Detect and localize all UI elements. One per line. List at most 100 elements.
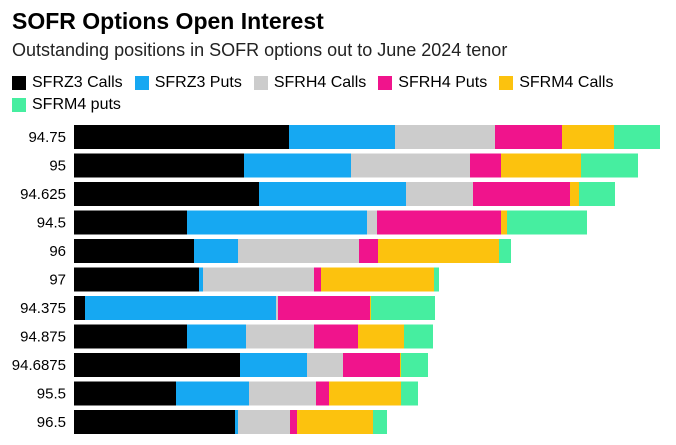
chart-subtitle: Outstanding positions in SOFR options ou… <box>12 40 508 60</box>
bar-segment <box>85 296 276 320</box>
bar-segment <box>74 239 194 263</box>
bar-segment <box>290 410 297 434</box>
legend-swatch <box>12 76 26 90</box>
legend-label: SFRH4 Puts <box>398 74 488 91</box>
bar-segment <box>358 324 404 349</box>
bar-segment <box>74 182 259 206</box>
bar-segment <box>321 267 434 292</box>
bar-segment <box>289 125 395 149</box>
bar-segment <box>351 153 470 178</box>
legend-swatch <box>499 76 514 90</box>
bar-segment <box>501 153 581 178</box>
bar-segment <box>581 153 638 178</box>
bar-segment <box>235 410 238 434</box>
legend-item: SFRH4 Calls <box>253 74 367 92</box>
bar-segment <box>562 125 614 149</box>
bar-segment <box>74 353 240 377</box>
bar-segment <box>473 182 570 206</box>
bar-segment <box>246 324 314 349</box>
bar-segment <box>495 125 562 149</box>
bar-segment <box>176 381 249 406</box>
legend-label: SFRZ3 Calls <box>32 74 123 91</box>
bar-segment <box>74 125 289 149</box>
bar-segment <box>401 381 418 406</box>
bar-segment <box>329 381 401 406</box>
bar-segment <box>238 410 290 434</box>
y-tick-label: 95.5 <box>37 385 66 402</box>
bar-segment <box>401 353 428 377</box>
legend: SFRZ3 Calls SFRZ3 Puts SFRH4 Calls SFRH4 Pu… <box>12 74 672 114</box>
bar-segment <box>377 210 501 235</box>
bar-segment <box>570 182 579 206</box>
bar-segment <box>278 296 370 320</box>
y-tick-label: 94.875 <box>20 328 66 345</box>
bar-segment <box>74 410 235 434</box>
chart-title: SOFR Options Open Interest <box>12 8 324 34</box>
bar-segment <box>249 381 316 406</box>
bar-segment <box>74 324 187 349</box>
legend-label: SFRM4 Calls <box>519 74 614 91</box>
bar-segment <box>395 125 495 149</box>
y-tick-label: 94.75 <box>28 129 66 146</box>
legend-item: SFRZ3 Calls <box>12 74 123 92</box>
y-tick-label: 96.5 <box>37 414 66 431</box>
bar-segment <box>297 410 373 434</box>
legend-label: SFRZ3 Puts <box>154 74 242 91</box>
bar-segment <box>404 324 433 349</box>
y-tick-label: 94.625 <box>20 186 66 203</box>
bar-segment <box>507 210 587 235</box>
bar-segment <box>238 239 359 263</box>
legend-item: SFRZ3 Puts <box>134 74 242 92</box>
legend-label: SFRM4 puts <box>32 96 121 113</box>
bar-segment <box>470 153 501 178</box>
bar-segment <box>378 239 499 263</box>
bar-segment <box>373 410 387 434</box>
legend-swatch <box>378 76 393 90</box>
legend-swatch <box>12 98 26 112</box>
bar-segment <box>74 296 85 320</box>
bar-segment <box>316 381 329 406</box>
legend-item: SFRH4 Puts <box>378 74 487 92</box>
bar-segment <box>406 182 473 206</box>
y-tick-label: 94.5 <box>37 214 66 231</box>
bar-segment <box>203 267 314 292</box>
bar-segment <box>240 353 307 377</box>
bar-segment <box>276 296 278 320</box>
y-tick-label: 97 <box>49 271 66 288</box>
bar-segment <box>614 125 660 149</box>
bar-segment <box>187 210 367 235</box>
y-tick-label: 96 <box>49 243 66 260</box>
legend-swatch <box>253 76 268 90</box>
bar-segment <box>259 182 406 206</box>
bar-segment <box>370 296 371 320</box>
y-tick-label: 95 <box>49 157 66 174</box>
bar-segment <box>74 381 176 406</box>
y-tick-label: 94.6875 <box>12 357 66 374</box>
bar-segment <box>579 182 615 206</box>
bar-segment <box>359 239 378 263</box>
bar-segment <box>307 353 343 377</box>
bar-segment <box>499 239 511 263</box>
legend-swatch <box>134 76 149 90</box>
legend-item: SFRM4 puts <box>12 96 121 114</box>
legend-label: SFRH4 Calls <box>273 74 367 91</box>
bar-segment <box>187 324 246 349</box>
bar-segment <box>74 210 187 235</box>
bar-segment <box>74 153 244 178</box>
y-tick-label: 94.375 <box>20 300 66 317</box>
bar-segment <box>400 353 401 377</box>
bar-segment <box>434 267 439 292</box>
bar-segment <box>244 153 351 178</box>
bar-segment <box>343 353 400 377</box>
bar-segment <box>371 296 435 320</box>
bar-segment <box>367 210 377 235</box>
bar-segment <box>74 267 199 292</box>
bar-segment <box>314 324 358 349</box>
bar-segment <box>199 267 203 292</box>
bar-segment <box>194 239 238 263</box>
bar-segment <box>501 210 507 235</box>
bar-segment <box>314 267 321 292</box>
legend-item: SFRM4 Calls <box>499 74 613 92</box>
